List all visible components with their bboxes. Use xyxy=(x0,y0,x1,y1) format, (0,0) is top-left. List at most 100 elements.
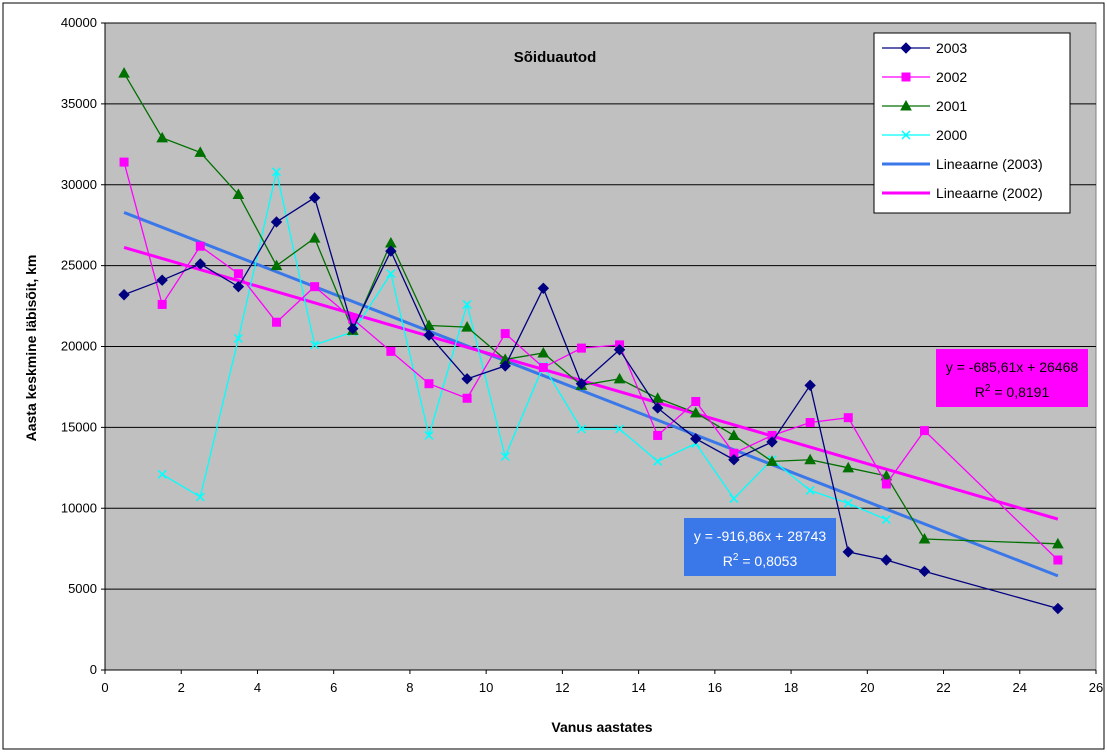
series-2002-point xyxy=(691,396,701,406)
legend-item-lineaarne-2002-: Lineaarne (2002) xyxy=(882,185,1043,201)
series-2000-point xyxy=(500,451,510,462)
x-marker-stroke xyxy=(653,456,663,466)
legend-label: Lineaarne (2003) xyxy=(936,156,1043,172)
gridlines xyxy=(105,22,1096,590)
series-2003-point xyxy=(575,377,588,390)
series-2001-point xyxy=(537,346,550,358)
series-2000-point xyxy=(805,485,815,495)
trend-equation-2003: y = -916,86x + 28743 R2 = 0,8053 xyxy=(684,518,836,576)
series-2003-point xyxy=(347,323,359,335)
series-2002-point xyxy=(195,241,205,251)
x-tick-label: 26 xyxy=(1089,680,1103,695)
series-2001-point xyxy=(118,67,130,78)
series-2001-point xyxy=(308,232,321,243)
series-2000-point xyxy=(653,456,663,466)
series-2003-point xyxy=(156,274,168,286)
legend-swatch-marker xyxy=(900,99,912,111)
series-2003-point xyxy=(1052,602,1064,615)
series-2002-point xyxy=(1053,555,1063,565)
x-marker-stroke xyxy=(195,492,205,502)
series-2003-point xyxy=(804,379,816,392)
series-2001-point xyxy=(804,453,816,465)
x-axis-title: Vanus aastates xyxy=(551,719,652,735)
series-2003-point xyxy=(651,402,664,414)
trendline-lineaarne-2003- xyxy=(123,211,1059,578)
y-tick-label: 0 xyxy=(90,662,97,677)
series-2003-point xyxy=(423,329,435,341)
x-marker-stroke xyxy=(615,424,625,434)
series-2002-point xyxy=(538,363,548,373)
legend-box xyxy=(873,32,1071,214)
legend-label: Lineaarne (2002) xyxy=(936,185,1043,201)
series-2001-point xyxy=(842,461,855,473)
x-tick-label: 24 xyxy=(1013,680,1027,695)
series-2000-point xyxy=(424,430,434,440)
series-2002-point xyxy=(424,379,434,389)
x-marker-stroke xyxy=(729,494,739,504)
x-marker-stroke xyxy=(462,299,472,309)
trend-equation-2002: y = -685,61x + 26468 R2 = 0,8191 xyxy=(936,349,1088,407)
series-2001-point xyxy=(270,259,283,271)
series-2000-point xyxy=(615,424,625,434)
series-2003-point xyxy=(499,360,511,372)
x-tick-label: 2 xyxy=(178,680,185,695)
legend-item-2002: 2002 xyxy=(882,69,967,85)
series-2001-point xyxy=(461,321,473,332)
legend-label: 2001 xyxy=(936,98,967,114)
series-2002-point xyxy=(500,329,510,339)
y-tick-label: 25000 xyxy=(61,258,97,273)
series-2000-point xyxy=(233,333,243,343)
y-tick-label: 40000 xyxy=(61,15,97,30)
x-tick-label: 20 xyxy=(860,680,874,695)
series-2002-point xyxy=(576,343,586,353)
series-2003-point xyxy=(270,216,283,228)
legend-label: 2003 xyxy=(936,40,967,56)
series-2002-point xyxy=(310,282,320,292)
series-2001-point xyxy=(613,372,626,384)
series-2001-point xyxy=(156,131,169,143)
series-2001 xyxy=(118,67,1064,549)
series-2002-point xyxy=(233,269,243,279)
series-2001-point xyxy=(766,455,778,466)
trend-equation-2002-r2: R2 = 0,8191 xyxy=(975,383,1050,400)
series-2003-point xyxy=(880,554,893,566)
y-tick-label: 30000 xyxy=(61,177,97,192)
x-tick-label: 4 xyxy=(254,680,261,695)
series-2000-point xyxy=(576,424,586,434)
x-marker-stroke xyxy=(843,498,853,508)
y-tick-label: 35000 xyxy=(61,96,97,111)
series-2003-point xyxy=(537,282,550,294)
chart-title: Sõiduautod xyxy=(514,49,597,66)
series-2000-point xyxy=(271,167,282,177)
x-marker-stroke xyxy=(500,451,510,462)
series-2003-point xyxy=(308,191,321,204)
x-marker-stroke xyxy=(576,424,586,434)
series-2000-point xyxy=(881,515,891,525)
legend-label: 2002 xyxy=(936,69,967,85)
trend-equation-2002-formula: y = -685,61x + 26468 xyxy=(946,359,1079,375)
x-tick-label: 22 xyxy=(936,680,950,695)
series-2003-point xyxy=(118,289,130,301)
series-2000-point xyxy=(157,469,167,479)
series-2002-point xyxy=(653,430,663,440)
series-2001-point xyxy=(232,188,245,199)
series-2003-point xyxy=(194,258,206,270)
series-2001-point xyxy=(728,429,740,440)
series-2002-point xyxy=(919,426,929,436)
x-marker-stroke xyxy=(157,469,167,479)
trend-equation-2003-formula: y = -916,86x + 28743 xyxy=(694,528,827,544)
x-marker-stroke xyxy=(901,130,911,140)
series-2003-point xyxy=(385,245,397,257)
legend-label: 2000 xyxy=(936,127,967,143)
x-marker-stroke xyxy=(310,340,320,350)
series-2002 xyxy=(119,157,1063,565)
series-2003-point xyxy=(728,454,740,466)
series-2002-point xyxy=(462,393,472,403)
series-2002-point xyxy=(157,299,167,309)
legend-swatch-marker xyxy=(901,130,911,140)
legend-swatch-marker xyxy=(901,72,911,82)
trend-equation-2003-r2: R2 = 0,8053 xyxy=(723,552,798,569)
series-2000-point xyxy=(195,492,205,502)
